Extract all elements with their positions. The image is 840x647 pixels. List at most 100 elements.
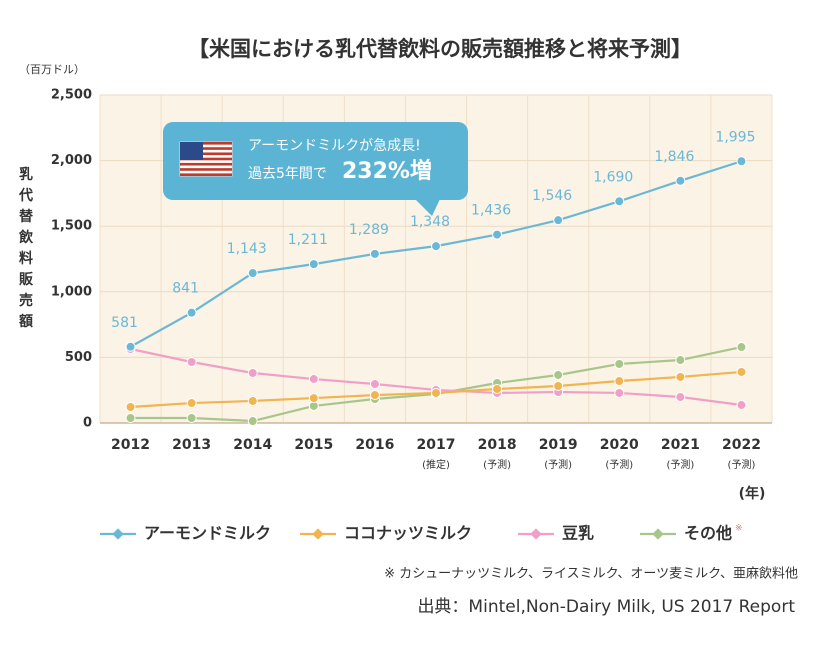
flag-stripe	[180, 157, 232, 161]
callout-text: アーモンドミルクが急成長!	[248, 138, 421, 154]
x-tick-note: (推定)	[422, 458, 450, 471]
x-tick-label: 2017	[417, 437, 456, 453]
data-point	[736, 400, 747, 411]
data-label: 1,546	[532, 188, 572, 204]
data-point	[675, 371, 686, 382]
data-point	[675, 355, 686, 366]
callout-emphasis: 232%増	[342, 158, 432, 184]
flag-stripe	[180, 173, 232, 176]
flag-stripe	[180, 147, 232, 150]
y-tick-label: 1,000	[51, 284, 92, 299]
data-point	[736, 156, 747, 167]
data-label: 1,436	[471, 203, 511, 219]
data-label: 841	[172, 281, 199, 297]
y-axis-label: 販	[19, 271, 34, 288]
x-tick-note: (予測)	[544, 458, 572, 471]
flag-stripe	[180, 168, 232, 171]
callout-tail	[415, 199, 440, 216]
legend-label: アーモンドミルク	[144, 524, 271, 543]
data-label: 1,846	[654, 149, 694, 165]
x-tick-label: 2018	[478, 437, 517, 453]
data-point	[308, 374, 319, 385]
flag-stripe	[180, 142, 232, 145]
data-label: 1,995	[715, 129, 755, 145]
x-tick-label: 2019	[539, 437, 578, 453]
x-axis-label: (年)	[739, 485, 766, 502]
data-label: 1,289	[349, 222, 389, 238]
x-tick-label: 2013	[172, 437, 211, 453]
x-tick-label: 2021	[661, 437, 700, 453]
footnote: ※ カシューナッツミルク、ライスミルク、オーツ麦ミルク、亜麻飲料他	[384, 566, 798, 582]
legend-marker	[312, 528, 324, 540]
x-tick-note: (予測)	[728, 458, 756, 471]
data-point	[186, 356, 197, 367]
y-tick-label: 1,500	[51, 219, 92, 234]
legend-marker	[112, 528, 124, 540]
data-point	[614, 376, 625, 387]
callout-box	[163, 122, 468, 200]
source: 出典：Mintel,Non-Dairy Milk, US 2017 Report	[417, 597, 795, 617]
y-tick-label: 2,500	[51, 88, 92, 103]
x-tick-label: 2015	[294, 437, 333, 453]
data-label: 1,211	[288, 232, 328, 248]
data-point	[247, 268, 258, 279]
x-tick-note: (予測)	[483, 458, 511, 471]
x-tick-label: 2022	[722, 437, 761, 453]
flag-stripe	[180, 162, 232, 166]
data-point	[614, 387, 625, 398]
data-point	[492, 229, 503, 240]
data-point	[553, 215, 564, 226]
data-point	[492, 384, 503, 395]
x-tick-label: 2016	[355, 437, 394, 453]
data-point	[614, 358, 625, 369]
legend-note-mark: ※	[735, 524, 743, 534]
chart-title: 【米国における乳代替飲料の販売額推移と将来予測】	[188, 37, 692, 61]
y-tick-label: 0	[83, 416, 92, 431]
y-axis-label: 替	[19, 208, 34, 225]
callout-text: 過去5年間で	[248, 166, 327, 182]
data-point	[431, 387, 441, 398]
data-point	[125, 413, 136, 424]
data-point	[369, 390, 380, 401]
data-label: 1,690	[593, 169, 633, 185]
data-point	[186, 307, 197, 318]
data-point	[125, 401, 136, 412]
x-tick-note: (予測)	[605, 458, 633, 471]
y-axis-label: 飲	[18, 229, 34, 246]
data-label: 581	[111, 315, 138, 331]
data-point	[308, 393, 319, 404]
legend-marker	[652, 528, 664, 540]
data-point	[247, 395, 258, 406]
data-point	[553, 381, 564, 392]
y-axis-label: 料	[19, 250, 33, 267]
y-tick-label: 500	[65, 350, 92, 365]
data-point	[675, 175, 686, 186]
data-point	[247, 416, 258, 427]
data-point	[369, 379, 380, 390]
data-point	[736, 366, 747, 377]
data-point	[675, 392, 686, 403]
data-label: 1,348	[410, 214, 450, 230]
data-point	[308, 259, 319, 270]
flag-stripe	[180, 152, 232, 156]
x-tick-label: 2012	[111, 437, 150, 453]
data-label: 1,143	[227, 241, 267, 257]
data-point	[369, 248, 380, 259]
y-unit: （百万ドル）	[19, 63, 85, 76]
x-tick-label: 2020	[600, 437, 639, 453]
data-point	[736, 342, 747, 353]
data-point	[125, 341, 136, 352]
legend-label: その他	[684, 524, 732, 543]
data-point	[186, 413, 197, 424]
x-tick-label: 2014	[233, 437, 272, 453]
y-axis-label: 乳	[19, 166, 33, 183]
y-tick-label: 2,000	[51, 153, 92, 168]
data-point	[431, 241, 441, 252]
legend-marker	[530, 528, 542, 540]
callout: アーモンドミルクが急成長! 過去5年間で 232%増	[163, 122, 468, 216]
y-axis-label: 額	[18, 313, 33, 330]
data-point	[553, 369, 564, 380]
y-axis-label: 売	[19, 292, 33, 309]
legend-label: ココナッツミルク	[344, 524, 472, 543]
